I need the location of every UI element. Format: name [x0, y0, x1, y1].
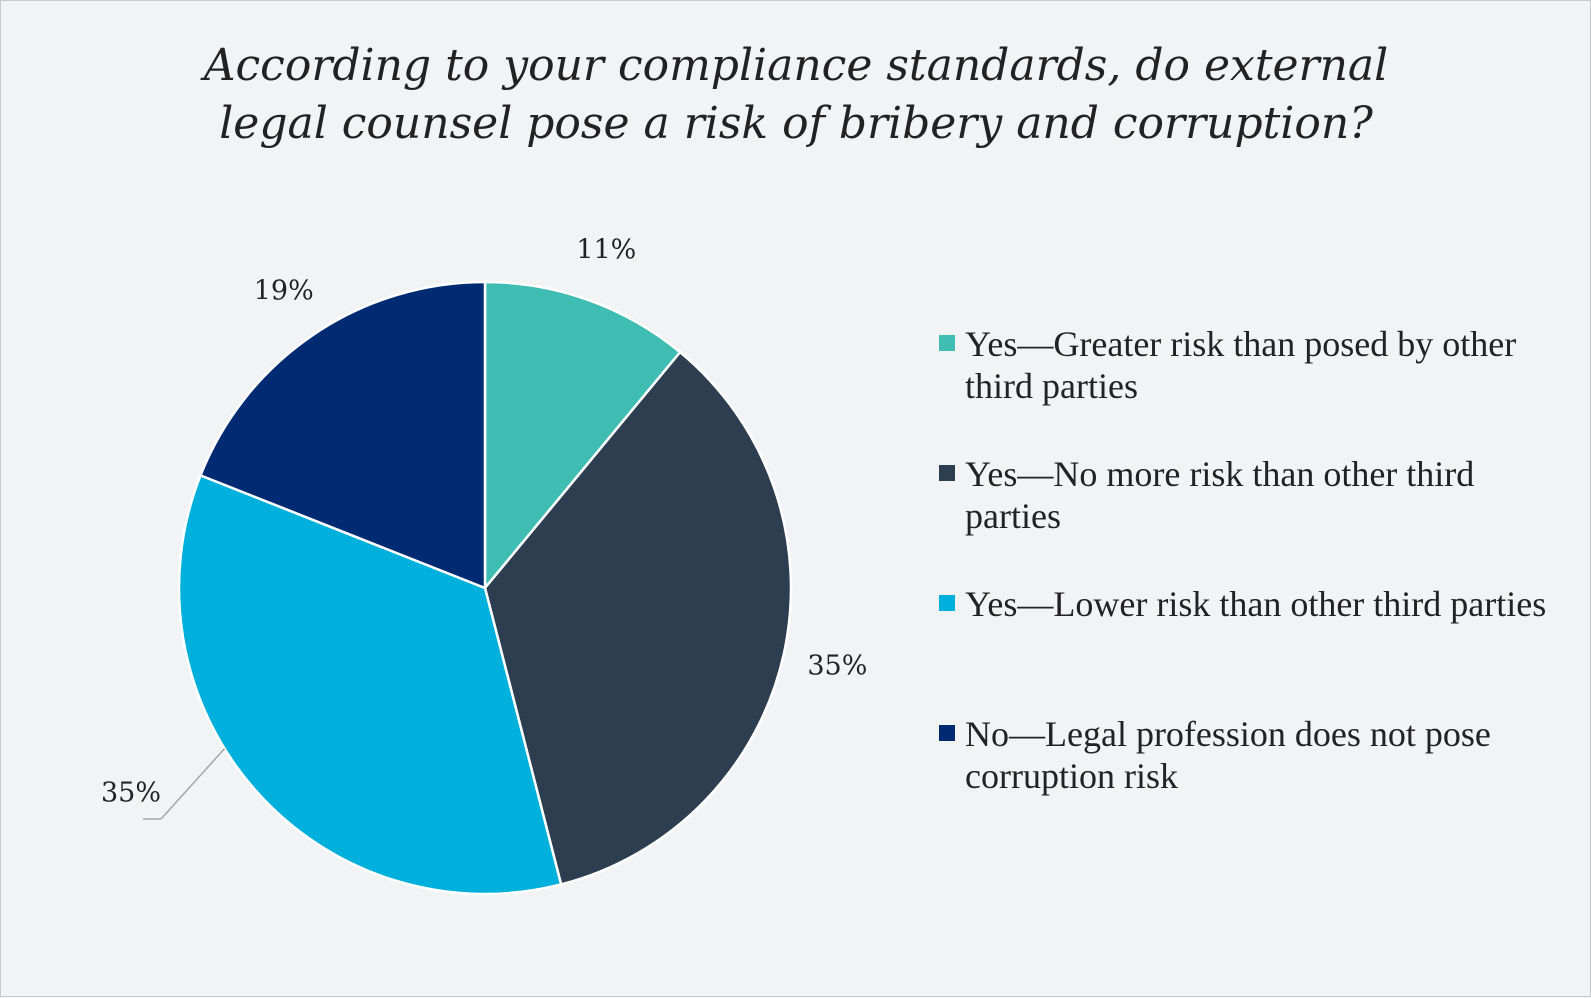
pie-slice-yes-greater-risk-than-posed-by-other-third-parties — [483, 280, 682, 592]
chart-title-line-1: According to your compliance standards, … — [203, 40, 1389, 91]
data-labels: 11% 35% 35% 19% — [101, 235, 867, 820]
legend-swatch — [939, 335, 955, 351]
data-label-no-legal-profession-does-not-pose-corruption-risk: 19% — [254, 275, 314, 306]
data-label-yes-greater-risk-than-posed-by-other-third-parties: 11% — [576, 235, 636, 266]
legend: Yes—Greater risk than posed by other thi… — [939, 323, 1579, 843]
legend-swatch — [939, 595, 955, 611]
legend-label: Yes—Greater risk than posed by other thi… — [965, 324, 1517, 406]
pie-slice-yes-no-more-risk-than-other-third-parties — [483, 350, 793, 886]
legend-swatch — [939, 465, 955, 481]
legend-item-yes-no-more-risk-than-other-third-parties: Yes—No more risk than other third partie… — [939, 453, 1579, 583]
leader-line — [160, 748, 226, 820]
legend-label: No—Legal profession does not pose corrup… — [965, 714, 1491, 796]
data-label-yes-no-more-risk-than-other-third-parties: 35% — [807, 650, 867, 681]
legend-item-no-legal-profession-does-not-pose-corruption-risk: No—Legal profession does not pose corrup… — [939, 713, 1579, 843]
chart-title-line-2: legal counsel pose a risk of bribery and… — [219, 98, 1373, 149]
legend-swatch — [939, 725, 955, 741]
legend-item-yes-greater-risk-than-posed-by-other-third-parties: Yes—Greater risk than posed by other thi… — [939, 323, 1579, 453]
chart-title: According to your compliance standards, … — [101, 37, 1491, 153]
legend-label: Yes—Lower risk than other third parties — [965, 584, 1547, 624]
legend-label: Yes—No more risk than other third partie… — [965, 454, 1475, 536]
pie-slice-no-legal-profession-does-not-pose-corruption-risk — [198, 280, 487, 590]
pie-slices — [177, 280, 793, 896]
data-label-yes-lower-risk-than-other-third-parties: 35% — [101, 778, 161, 809]
pie-slice-yes-lower-risk-than-other-third-parties — [177, 473, 563, 896]
legend-item-yes-lower-risk-than-other-third-parties: Yes—Lower risk than other third parties — [939, 583, 1579, 713]
